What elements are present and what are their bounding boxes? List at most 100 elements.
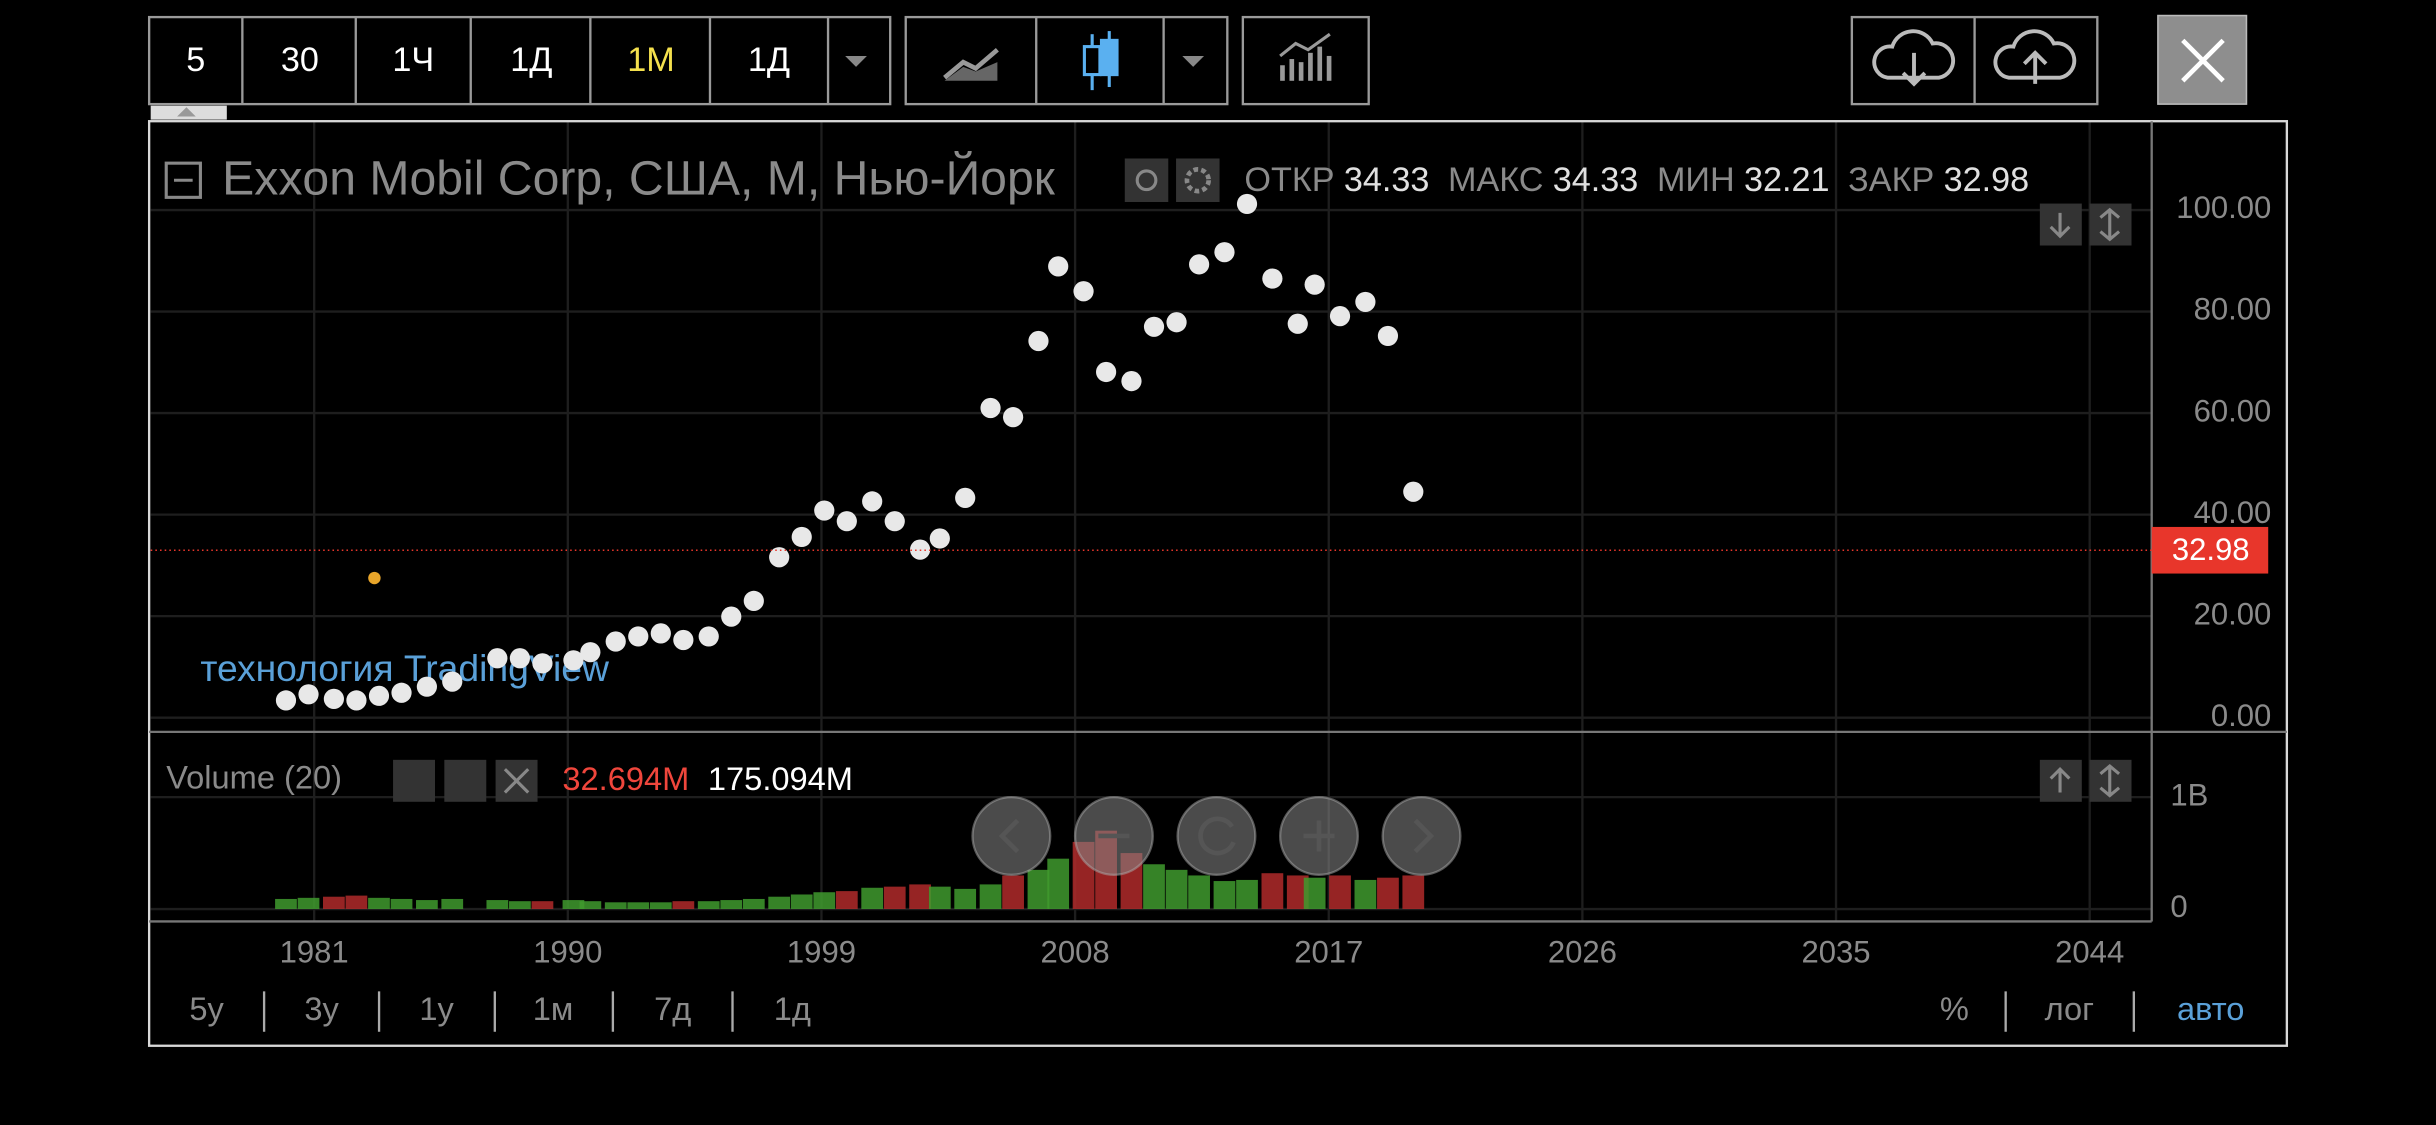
collapse-arrow <box>177 107 196 117</box>
price-point <box>1214 242 1235 263</box>
line-style-icon[interactable] <box>943 47 999 80</box>
volume-bar <box>323 896 345 910</box>
price-point <box>1028 330 1049 352</box>
price-point <box>862 491 883 512</box>
volume-bar <box>928 886 951 910</box>
y-tick-label: 60.00 <box>2194 393 2272 428</box>
price-point <box>368 685 390 706</box>
price-point <box>1048 256 1069 277</box>
ohlc-label: МАКС <box>1448 161 1543 199</box>
volume-bar <box>1188 875 1210 910</box>
price-point <box>698 626 719 647</box>
scale-mode-button[interactable]: лог <box>2045 990 2094 1027</box>
candle-style-icon[interactable] <box>1082 31 1119 91</box>
volume-bar <box>509 901 531 910</box>
price-point <box>650 623 671 644</box>
interval-button[interactable]: 5 <box>186 41 205 79</box>
price-point <box>1073 281 1094 302</box>
volume-bar <box>861 887 884 910</box>
collapse-legend[interactable] <box>164 161 202 199</box>
cloud-buttons <box>1850 15 2099 106</box>
eye-button[interactable] <box>1124 158 1169 203</box>
nav-back[interactable] <box>971 795 1052 876</box>
range-button[interactable]: 7д <box>654 990 691 1027</box>
ohlc-label: МИН <box>1657 161 1735 199</box>
interval-toolbar: 5 30 1Ч 1Д 1М 1Д <box>147 15 892 106</box>
indicators-button[interactable] <box>1241 15 1370 106</box>
range-button[interactable]: 3у <box>304 990 339 1027</box>
x-tick-label: 2026 <box>1548 934 1617 969</box>
settings-button[interactable] <box>1176 158 1220 203</box>
range-button[interactable]: 1д <box>774 990 811 1027</box>
price-point <box>673 629 694 651</box>
dropdown-arrow[interactable] <box>845 55 867 67</box>
interval-button[interactable]: 30 <box>281 41 319 79</box>
price-point <box>1304 274 1325 295</box>
last-price-box <box>2151 526 2269 574</box>
price-point <box>346 690 367 711</box>
volume-bar <box>697 901 720 910</box>
volume-bar <box>1303 877 1326 910</box>
dropdown-arrow[interactable] <box>1182 55 1205 67</box>
settings-button[interactable] <box>444 759 487 802</box>
price-point <box>814 500 835 521</box>
price-point <box>442 671 463 692</box>
volume-bar <box>531 901 554 910</box>
ohlc-label: ЗАКР <box>1848 161 1934 199</box>
scale-mode-button[interactable]: % <box>1940 990 1969 1027</box>
toolbar-frame <box>147 15 892 106</box>
volume-bar <box>672 901 695 910</box>
volume-bar <box>883 886 906 910</box>
price-point <box>836 511 857 532</box>
volume-bar <box>604 902 627 910</box>
price-point <box>563 650 584 671</box>
nav-forward[interactable] <box>1381 795 1462 876</box>
volume-bar <box>1002 875 1024 910</box>
price-point <box>743 590 764 612</box>
volume-bar <box>649 902 672 910</box>
volume-bar <box>768 896 791 910</box>
chart-frame <box>147 120 2289 1047</box>
interval-button[interactable]: 1Д <box>510 41 552 79</box>
x-tick-label: 2017 <box>1294 934 1363 969</box>
x-tick-label: 1981 <box>280 934 349 969</box>
ohlc-value: 32.21 <box>1744 161 1830 199</box>
scale-buttons <box>2039 203 2132 802</box>
volume-bar <box>1027 869 1050 910</box>
event-marker[interactable] <box>368 571 381 585</box>
price-point <box>275 690 297 711</box>
y-tick-label: 40.00 <box>2194 495 2272 530</box>
volume-bar <box>486 900 509 910</box>
range-button[interactable]: 1м <box>533 990 574 1027</box>
close-button[interactable] <box>2157 14 2248 105</box>
ohlc-value: 32.98 <box>1944 161 2030 199</box>
range-button[interactable]: 5у <box>189 990 224 1027</box>
volume-bar <box>1377 877 1399 910</box>
price-point <box>1096 361 1117 383</box>
cloud-upload[interactable] <box>1993 29 2077 84</box>
interval-button-active[interactable]: 1М <box>627 41 674 79</box>
range-button[interactable]: 1у <box>419 990 454 1027</box>
cloud-download[interactable] <box>1872 29 1956 87</box>
volume-value: 175.094M <box>708 760 853 797</box>
price-point <box>487 648 508 669</box>
price-point <box>605 631 626 652</box>
scale-mode-button[interactable]: авто <box>2177 990 2244 1027</box>
volume-bar <box>390 898 413 910</box>
interval-button[interactable]: 1Д <box>748 41 790 79</box>
price-point <box>509 648 530 669</box>
area-icon <box>944 62 998 81</box>
volume-bar <box>1261 873 1284 910</box>
volume-bar <box>1402 875 1425 910</box>
eye-button[interactable] <box>393 759 435 802</box>
volume-bar <box>909 884 931 910</box>
nav-reset[interactable] <box>1176 795 1257 876</box>
interval-button[interactable]: 1Ч <box>392 41 434 79</box>
price-point <box>1143 316 1165 337</box>
volume-bar <box>1213 881 1236 910</box>
volume-bar <box>1329 875 1351 910</box>
x-tick-label: 2044 <box>2055 934 2124 969</box>
y-tick-label: 80.00 <box>2194 292 2272 327</box>
volume-bar <box>835 891 858 910</box>
volume-bar <box>1165 869 1188 910</box>
